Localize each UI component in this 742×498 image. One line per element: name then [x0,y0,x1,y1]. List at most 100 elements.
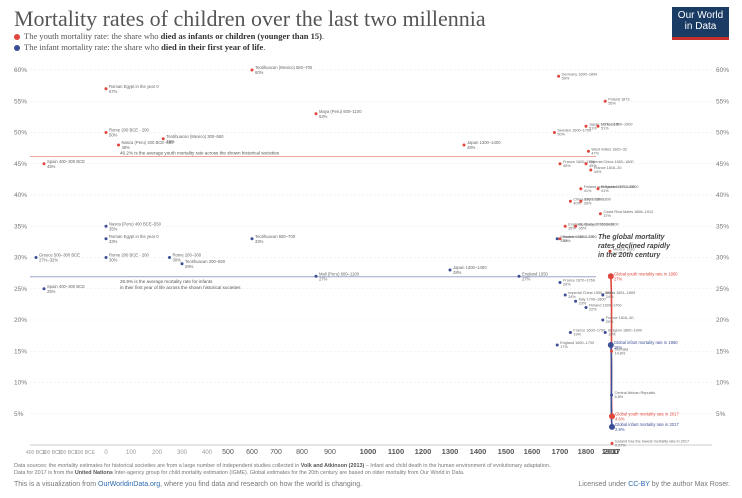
youth-point [552,131,556,134]
x-tick-label: 400 [202,450,213,456]
our-world-in-data-logo[interactable]: Our World in Data [672,7,729,40]
infant-point-label: Sweden 1600–1700 [560,235,594,239]
infant-point-label: England 1550 [522,271,549,276]
youth-point-value: 51% [601,126,609,130]
youth-point-label: Spain 400–300 BCE [47,159,85,164]
x-tick-label: 900 [324,449,336,456]
x-tick-label: 1900 [602,447,619,456]
youth-point-label: Japan 1776–1875 [589,122,619,126]
owid-link[interactable]: OurWorldinData.org [98,481,161,488]
youth-point [596,187,600,191]
youth-point-value: 14.8% [615,351,626,355]
y-tick-label-right: 15% [716,348,729,355]
youth-point-value: 49% [166,139,175,144]
youth-point [598,212,602,216]
sources-text-3: Data for 2017 is from the [14,469,75,476]
y-tick-label: 10% [14,380,27,387]
x-tick-label: 800 [296,449,308,456]
y-tick-label: 25% [14,286,27,293]
x-tick-label: 200 [152,450,163,456]
infant-point [555,343,559,347]
infant-point [34,256,38,259]
infant-point [558,281,562,284]
youth-point-label: Venice 1800–1900 [601,122,632,126]
youth-point [42,162,46,166]
youth-point-label: Global youth mortality rate in 2017 [615,411,679,416]
youth-point-value: 41% [601,189,609,193]
youth-point-label: Sweden 1600–1700 [557,129,591,133]
infant-point-value: 27% [522,276,531,281]
infant-point [448,268,452,272]
youth-point [161,137,165,141]
infant-point [42,287,46,291]
youth-point-value: 39% [584,201,592,205]
youth-point-label: Somalia [615,347,630,351]
infant-point-label: Nasca (Peru) 400 BCE–550 [109,221,162,226]
youth-point-value: 35% [579,226,587,230]
youth-point-label: Germany 1700–1800 [579,222,615,226]
x-tick-label: 500 [222,449,234,456]
infant-point-value: 30% [173,258,182,263]
youth-dot-icon [14,34,20,41]
youth-point-label: Global youth mortality rate in 1950 [614,271,678,276]
youth-point-value: 48% [467,145,476,150]
x-tick-label: 400 BCE [26,450,47,456]
youth-point [610,441,614,445]
y-tick-label-right: 40% [716,192,729,199]
infant-point-label: Teotihuacan 550–700 [255,234,296,239]
infant-point-label: Teotihuacan 300–550 [185,259,226,264]
y-tick-label: 45% [14,161,27,168]
youth-point [610,349,614,353]
infant-point-label: Roman Egypt in the year 0 [109,234,159,239]
infant-point [568,331,572,334]
license-text: Licensed under [578,481,629,488]
infant-point [610,393,614,397]
infant-point-label: Rome 200–300 [173,253,202,258]
infant-point-value: 22% [589,308,597,312]
x-tick-label: 700 [270,449,282,456]
y-tick-label: 15% [14,348,27,355]
logo-line-1: Our World [677,10,724,21]
infant-point [603,331,607,334]
y-tick-label: 20% [14,317,27,324]
youth-point-label: Japan 1300–1400 [467,140,501,145]
y-tick-label: 35% [14,223,27,230]
infant-point [574,299,578,303]
infant-average-label-2: in their first year of life across the s… [120,285,241,290]
infant-dot-icon [14,45,20,52]
license-credit: Licensed under CC-BY by the author Max R… [578,481,730,488]
youth-point-label: West Indies 1820–32 [591,147,627,151]
x-tick-label: 2017 [604,447,621,456]
youth-point-value: 57% [109,89,118,94]
youth-point-value: 59% [562,76,570,80]
y-tick-label: 60% [14,67,27,74]
infant-point-value: 19% [573,333,581,337]
y-tick-label: 50% [14,130,27,137]
infant-point-label: Belgium 1800–1900 [608,329,642,333]
cc-by-link[interactable]: CC-BY [628,481,650,488]
infant-point-label: France 1600–1700 [573,329,605,333]
infant-point-label: Finland 1600–1700 [589,304,622,308]
youth-point [596,124,600,128]
infant-point-value: 33% [560,239,568,243]
infant-point-label: France 1670–1769 [563,279,595,283]
x-tick-label: 300 [177,450,188,456]
youth-point [574,224,578,228]
youth-point-value: 41% [584,189,592,193]
x-tick-label: 1000 [360,447,377,456]
youth-point-value: 53% [319,114,328,119]
infant-point [607,342,614,348]
youth-point-label: Rome 200 BCE - 200 [109,128,149,133]
youth-point-label: Roman Egypt in the year 0 [109,84,159,89]
youth-point-value: 55% [608,101,616,105]
x-tick-label: 300 BCE [42,450,63,456]
youth-point [608,249,612,253]
infant-point-value: 25% [47,289,56,294]
youth-point [558,162,562,166]
infant-point-value: 33% [109,239,118,244]
youth-point [117,143,120,147]
decline-annotation: in the 20th century [598,252,661,259]
youth-point-value: 40% [573,201,581,205]
infant-point-value: 8.8% [615,395,624,399]
infant-point-value: 33% [255,239,264,244]
